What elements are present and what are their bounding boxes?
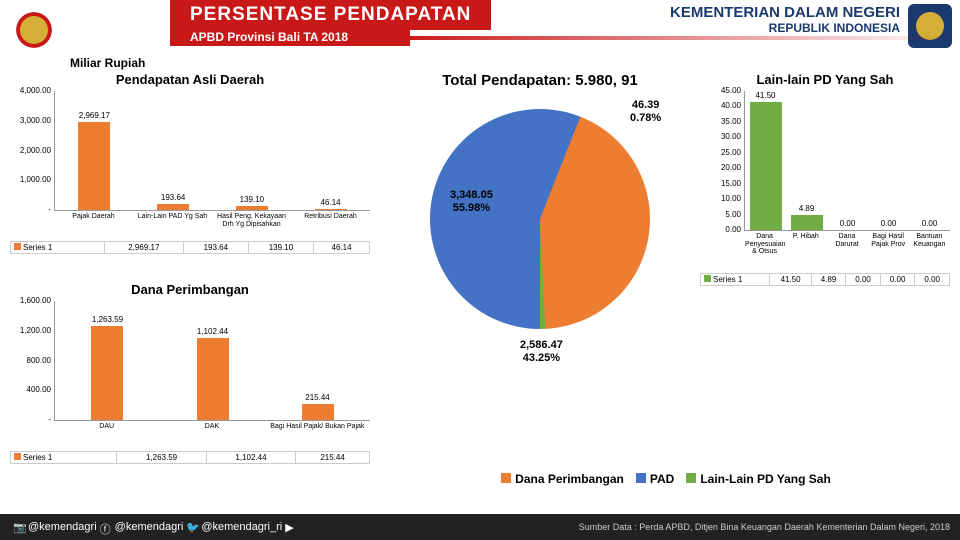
ll-chart: Lain-lain PD Yang Sah 0.005.0010.0015.00… [700, 72, 950, 292]
pie-chart: Total Pendapatan: 5.980, 91 3,348.0555.9… [380, 72, 700, 452]
garuda-emblem [8, 4, 60, 56]
twitter-icon: 🐦 [186, 521, 198, 533]
page-title: PERSENTASE PENDAPATAN [170, 0, 491, 30]
page-subtitle: APBD Provinsi Bali TA 2018 [170, 28, 410, 46]
ministry-label: KEMENTERIAN DALAM NEGERI REPUBLIK INDONE… [670, 4, 900, 35]
pad-chart: Pendapatan Asli Daerah -1,000.002,000.00… [10, 72, 370, 272]
footer: 📷@kemendagri ⓕ@kemendagri 🐦@kemendagri_r… [0, 514, 960, 540]
unit-label: Miliar Rupiah [70, 56, 145, 70]
dp-chart: Dana Perimbangan -400.00800.001,200.001,… [10, 282, 370, 472]
ministry-logo [908, 4, 952, 48]
instagram-icon: 📷 [13, 521, 25, 533]
decor-stripe [400, 36, 960, 40]
pie-legend: Dana PerimbanganPADLain-Lain PD Yang Sah [380, 472, 940, 486]
facebook-icon: ⓕ [100, 521, 112, 533]
youtube-icon: ▶ [285, 521, 297, 533]
